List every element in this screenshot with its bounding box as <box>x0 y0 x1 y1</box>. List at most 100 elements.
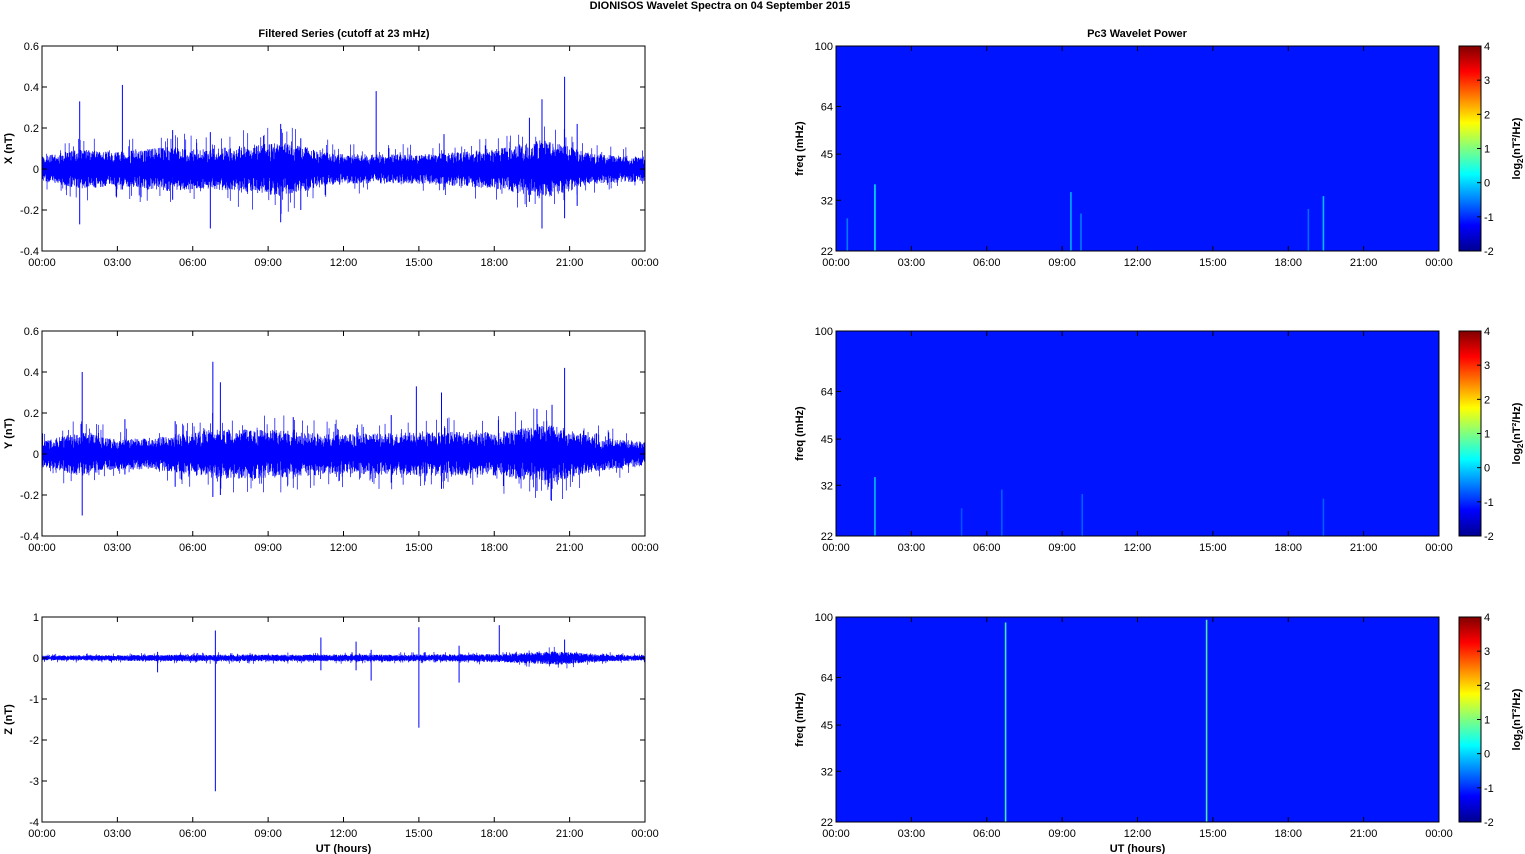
x-tick-label: 09:00 <box>254 542 282 554</box>
x-tick-label: 15:00 <box>405 542 433 554</box>
spectrogram-background <box>836 46 1439 251</box>
x-tick-label: 00:00 <box>28 542 56 554</box>
x-tick-label: 18:00 <box>480 542 508 554</box>
colorbar-tick-label: -2 <box>1484 246 1494 258</box>
x-tick-label: 00:00 <box>1425 257 1453 269</box>
timeseries-panel-left-3: 1 0 -1 -2 -3 -4 Z (nT) 00:00 03:00 06:00 09:00 12:0… <box>3 612 659 854</box>
x-tick-label: 09:00 <box>1048 828 1076 840</box>
x-tick-label: 15:00 <box>1199 542 1227 554</box>
colorbar-tick-label: 0 <box>1484 749 1490 761</box>
x-tick-label: 18:00 <box>1274 257 1302 269</box>
y-tick-label: 22 <box>821 817 833 829</box>
colorbar-tick-label: -1 <box>1484 497 1494 509</box>
x-tick-label: 06:00 <box>973 542 1001 554</box>
x-tick-label: 15:00 <box>405 828 433 840</box>
y-tick-label: 0.4 <box>24 82 39 94</box>
y-tick-label: 32 <box>821 480 833 492</box>
y-axis-label: freq (mHz) <box>794 121 806 176</box>
x-axis-label: UT (hours) <box>1110 843 1166 854</box>
colorbar-label: log2(nT²/Hz) <box>1511 402 1525 464</box>
y-tick-label: 64 <box>821 386 833 398</box>
y-axis-label: freq (mHz) <box>794 406 806 461</box>
colorbar-tick-label: 0 <box>1484 463 1490 475</box>
x-tick-label: 00:00 <box>822 828 850 840</box>
x-tick-label: 12:00 <box>330 257 358 269</box>
colorbar-tick-label: 1 <box>1484 429 1490 441</box>
colorbar-tick-label: -1 <box>1484 212 1494 224</box>
x-tick-label: 21:00 <box>1350 828 1378 840</box>
x-tick-label: 12:00 <box>1124 828 1152 840</box>
x-tick-label: 00:00 <box>1425 828 1453 840</box>
y-tick-label: 0 <box>33 653 39 665</box>
y-tick-label: -0.4 <box>20 531 39 543</box>
x-tick-label: 09:00 <box>254 257 282 269</box>
y-tick-label: 32 <box>821 766 833 778</box>
plot-area <box>42 617 645 822</box>
colorbar-tick-label: 4 <box>1484 326 1490 338</box>
colorbar-tick-label: 3 <box>1484 360 1490 372</box>
x-tick-label: 03:00 <box>898 828 926 840</box>
y-tick-label: -0.2 <box>20 490 39 502</box>
x-tick-label: 15:00 <box>1199 257 1227 269</box>
x-tick-label: 15:00 <box>405 257 433 269</box>
x-tick-label: 00:00 <box>631 257 659 269</box>
y-tick-label: 0.6 <box>24 41 39 53</box>
x-tick-label: 18:00 <box>480 257 508 269</box>
y-axis-label: Y (nT) <box>3 418 15 449</box>
x-tick-label: 06:00 <box>973 257 1001 269</box>
x-tick-label: 12:00 <box>330 828 358 840</box>
y-tick-label: 45 <box>821 149 833 161</box>
x-tick-label: 06:00 <box>179 828 207 840</box>
y-tick-label: -4 <box>29 817 39 829</box>
x-tick-label: 12:00 <box>330 542 358 554</box>
colorbar-tick-label: -1 <box>1484 783 1494 795</box>
x-tick-label: 00:00 <box>822 257 850 269</box>
colorbar-tick-label: 2 <box>1484 109 1490 121</box>
x-tick-label: 03:00 <box>898 257 926 269</box>
x-tick-label: 21:00 <box>556 542 584 554</box>
spectrogram-background <box>836 617 1439 822</box>
y-tick-label: -2 <box>29 735 39 747</box>
y-axis-label: X (nT) <box>3 133 15 164</box>
y-tick-label: -0.2 <box>20 205 39 217</box>
colorbar-tick-label: 3 <box>1484 646 1490 658</box>
x-tick-label: 12:00 <box>1124 257 1152 269</box>
y-tick-label: 22 <box>821 246 833 258</box>
x-tick-label: 18:00 <box>1274 828 1302 840</box>
y-tick-label: 0.2 <box>24 123 39 135</box>
x-tick-label: 21:00 <box>556 828 584 840</box>
x-tick-label: 00:00 <box>822 542 850 554</box>
x-tick-label: 09:00 <box>1048 257 1076 269</box>
x-tick-label: 00:00 <box>28 828 56 840</box>
colorbar-tick-label: 1 <box>1484 144 1490 156</box>
y-tick-label: -0.4 <box>20 246 39 258</box>
x-tick-label: 00:00 <box>631 828 659 840</box>
colorbar-tick-label: 2 <box>1484 680 1490 692</box>
timeseries-panel-left-2: 0.6 0.4 0.2 0 -0.2 -0.4 Y (nT) 00:00 03:00 06:00 0… <box>3 326 659 554</box>
y-tick-label: 100 <box>815 612 833 624</box>
y-tick-label: 45 <box>821 720 833 732</box>
x-tick-label: 06:00 <box>973 828 1001 840</box>
x-tick-label: 21:00 <box>1350 257 1378 269</box>
y-tick-label: 0.6 <box>24 326 39 338</box>
x-tick-label: 15:00 <box>1199 828 1227 840</box>
y-tick-label: 0.4 <box>24 367 39 379</box>
timeseries-panel-left-1: 0.6 0.4 0.2 0 -0.2 -0.4 X (nT) 00:00 03:00 06:00 0… <box>3 41 659 269</box>
spectrogram-background <box>836 331 1439 536</box>
y-tick-label: -3 <box>29 776 39 788</box>
x-tick-label: 12:00 <box>1124 542 1152 554</box>
x-tick-label: 21:00 <box>1350 542 1378 554</box>
colorbar-tick-label: 1 <box>1484 715 1490 727</box>
colorbar-tick-label: 4 <box>1484 612 1490 624</box>
y-tick-label: 100 <box>815 326 833 338</box>
y-tick-label: 64 <box>821 101 833 113</box>
x-tick-label: 09:00 <box>254 828 282 840</box>
colorbar-tick-label: 2 <box>1484 394 1490 406</box>
y-tick-label: 64 <box>821 672 833 684</box>
left-column-title: Filtered Series (cutoff at 23 mHz) <box>258 28 429 40</box>
x-tick-label: 21:00 <box>556 257 584 269</box>
